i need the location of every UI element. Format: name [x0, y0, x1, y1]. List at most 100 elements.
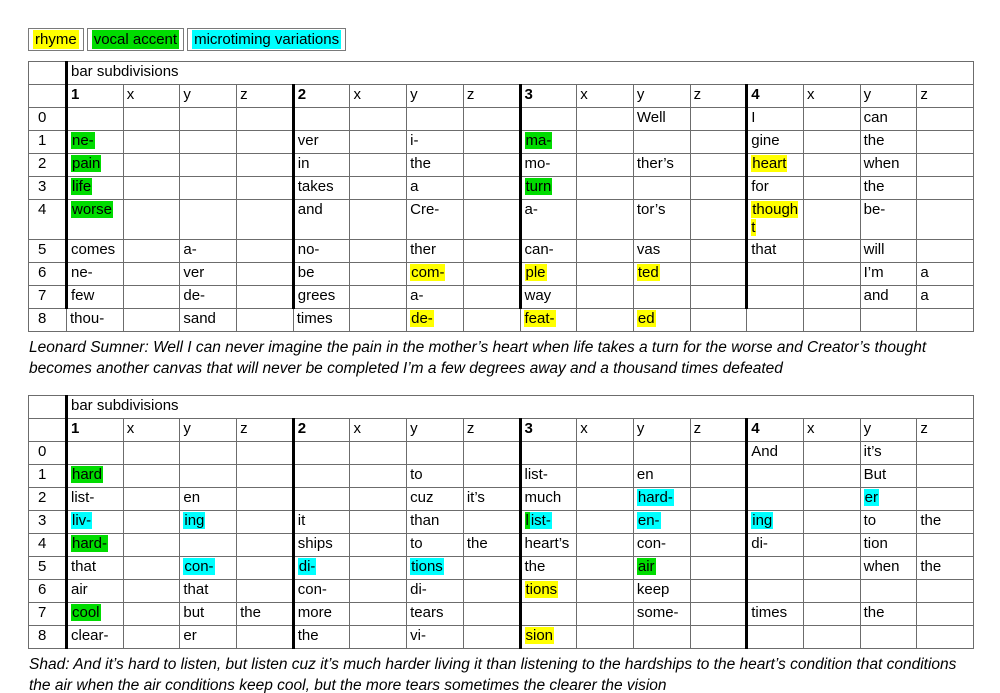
grid-cell: the	[236, 602, 294, 626]
grid-cell	[576, 308, 634, 332]
syllable: ne-	[71, 264, 93, 281]
grid-cell	[349, 130, 408, 154]
grid-cell	[859, 579, 918, 603]
syllable: way	[524, 287, 552, 304]
grid-cell: way	[518, 285, 578, 309]
grid-cell	[462, 285, 521, 309]
grid-cell	[122, 308, 181, 332]
syllable: con-	[297, 581, 327, 598]
grid-cell: a	[916, 262, 974, 286]
grid-cell	[689, 556, 748, 580]
syllable: few	[71, 287, 95, 304]
grid-cell	[916, 308, 974, 332]
grid-cell	[462, 239, 521, 263]
grid-cell	[689, 176, 748, 200]
syllable: in	[297, 155, 310, 172]
grid-cell: ne-	[65, 262, 124, 286]
grid-cell: And	[745, 441, 804, 465]
grid-cell: air	[65, 579, 124, 603]
grid-cell	[576, 239, 634, 263]
row-number: 3	[28, 176, 67, 200]
grid-cell: en-	[632, 510, 691, 534]
legend-row: rhyme vocal accent microtiming variation…	[28, 28, 347, 51]
syllable: i-	[410, 132, 419, 149]
syllable: list-	[524, 466, 548, 483]
grid-cell: some-	[632, 602, 691, 626]
highlighted-syllable: sion	[524, 627, 555, 644]
syllable: a-	[524, 201, 538, 218]
highlighted-syllable: con-	[183, 558, 215, 575]
grid-cell: a-	[179, 239, 238, 263]
grid-cell	[122, 487, 181, 511]
syllable: to	[410, 535, 423, 552]
subdivision-header: x	[576, 84, 634, 108]
grid-cell	[745, 625, 804, 649]
highlighted-syllable: pain	[71, 155, 102, 172]
grid-cell: be	[291, 262, 351, 286]
row-number: 8	[28, 308, 67, 332]
syllable: the	[920, 558, 942, 575]
grid-cell	[916, 176, 974, 200]
grid-cell: sand	[179, 308, 238, 332]
grid-cell	[916, 464, 974, 488]
syllable: the	[410, 155, 431, 172]
syllable: and	[297, 201, 323, 218]
grid-cell: ted	[632, 262, 691, 286]
grid-cell	[236, 556, 294, 580]
grid-cell	[916, 199, 974, 240]
subdivision-header: x	[122, 418, 181, 442]
row-number: 6	[28, 579, 67, 603]
grid-cell	[179, 199, 238, 240]
grid-cell: times	[745, 602, 804, 626]
grid-cell	[179, 176, 238, 200]
grid-cell	[518, 441, 578, 465]
grid-cell	[349, 153, 408, 177]
grid-cell	[349, 285, 408, 309]
row-number: 7	[28, 285, 67, 309]
syllable: than	[410, 512, 440, 529]
grid-cell	[576, 533, 634, 557]
grid-cell: the	[462, 533, 521, 557]
grid-cell	[802, 130, 861, 154]
syllable: the	[466, 535, 488, 552]
highlighted-syllable: ted	[636, 264, 660, 281]
syllable: I’m	[863, 264, 884, 281]
grid-cell	[576, 556, 634, 580]
highlighted-syllable: hard-	[636, 489, 674, 506]
highlighted-syllable: de-	[410, 310, 434, 327]
syllable: but	[183, 604, 205, 621]
syllable: it	[297, 512, 306, 529]
corner-cell	[28, 418, 67, 442]
beat-header: 1	[65, 418, 124, 442]
grid-cell	[802, 308, 861, 332]
syllable: the	[920, 512, 942, 529]
subdivision-header: z	[236, 84, 294, 108]
syllable: the	[240, 604, 261, 621]
grid-cell	[291, 107, 351, 131]
beat-header: 2	[291, 418, 351, 442]
grid-cell	[859, 308, 918, 332]
grid-cell	[745, 262, 804, 286]
grid-cell	[462, 199, 521, 240]
grid-cell	[802, 285, 861, 309]
grid-cell	[689, 285, 748, 309]
grid-cell	[916, 625, 974, 649]
grid-cell	[236, 464, 294, 488]
grid-cell	[236, 107, 294, 131]
grid-cell	[689, 199, 748, 240]
syllable: heart’s	[524, 535, 570, 552]
table-title: bar subdivisions	[65, 61, 974, 85]
grid-cell	[462, 130, 521, 154]
grid-cell: con-	[179, 556, 238, 580]
subdivision-header: z	[689, 418, 748, 442]
subdivision-header: y	[179, 84, 238, 108]
grid-cell: heart’s	[518, 533, 578, 557]
grid-cell	[689, 602, 748, 626]
grid-cell	[122, 262, 181, 286]
syllable: times	[296, 310, 333, 327]
grid-cell: con-	[291, 579, 351, 603]
syllable: con-	[636, 535, 667, 552]
subdivision-header: x	[122, 84, 181, 108]
highlighted-syllable: di-	[297, 558, 317, 575]
